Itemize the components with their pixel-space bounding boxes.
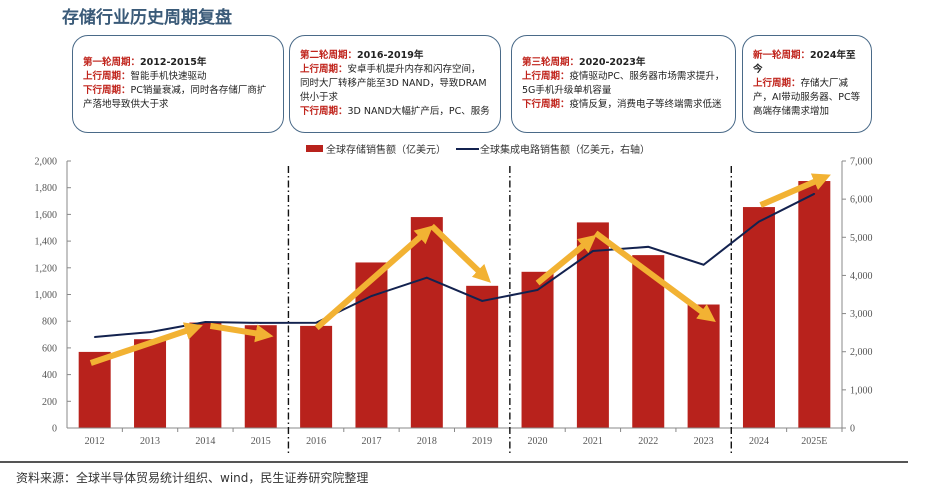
bar-2023 (687, 304, 720, 428)
box-up-text: 存储大厂减产，AI带动服务器、PC等高端存储需求增加 (753, 78, 861, 117)
trend-arrow-2 (209, 322, 274, 343)
box-down-text: PC销量衰减，同时各存储厂商扩产落地导致供大于求 (83, 85, 267, 110)
bar-2013 (134, 339, 167, 428)
box-up-label: 上行周期： (522, 71, 570, 82)
box-up-text: 疫情驱动PC、服务器市场需求提升，5G手机升级单机容量 (522, 71, 725, 96)
cycle-box-2: 第二轮周期：2016-2019年 上行周期：安卓手机提升内存和闪存空间，同时大厂… (289, 35, 501, 133)
left-tick-label: 1,000 (35, 290, 58, 301)
page-title: 存储行业历史周期复盘 (62, 8, 232, 28)
ic-point-2024 (758, 220, 760, 223)
ic-point-2019 (481, 300, 483, 302)
cycle-box-4: 新一轮周期：2024年至今 上行周期：存储大厂减产，AI带动服务器、PC等高端存… (742, 35, 872, 133)
bar-2015 (244, 325, 277, 428)
legend-line-label: 全球集成电路销售额（亿美元，右轴） (480, 143, 650, 156)
left-tick-label: 200 (42, 397, 57, 408)
box-head-label: 新一轮周期： (753, 50, 811, 61)
x-tick-label: 2015 (251, 436, 271, 447)
left-tick-label: 1,800 (35, 183, 58, 194)
right-tick-label: 7,000 (850, 157, 873, 168)
bar-2019 (466, 285, 499, 428)
left-tick-label: 600 (42, 343, 57, 354)
trend-arrow-6 (593, 230, 716, 323)
box-head-label: 第三轮周期： (522, 57, 580, 68)
left-tick-label: 400 (42, 370, 57, 381)
ic-point-2025E (813, 193, 816, 195)
bar-2025E (798, 181, 831, 428)
x-tick-label: 2020 (528, 436, 548, 447)
bar-2020 (521, 271, 554, 428)
box-head-label: 第一轮周期： (83, 57, 141, 68)
box-down-label: 下行周期： (522, 99, 570, 110)
left-tick-label: 800 (42, 317, 57, 328)
bar-2016 (300, 325, 333, 428)
trend-arrow-7 (759, 173, 831, 208)
box-down-label: 下行周期： (300, 106, 348, 117)
right-tick-label: 2,000 (850, 347, 873, 358)
ic-point-2014 (204, 321, 207, 323)
left-tick-label: 2,000 (35, 157, 58, 168)
box-up-label: 上行周期： (83, 71, 131, 82)
ic-point-2016 (315, 321, 317, 324)
ic-point-2012 (93, 336, 96, 338)
box-head-label: 第二轮周期： (300, 50, 358, 61)
box-down-text: 3D NAND大幅扩产后，PC、服务 (347, 106, 490, 117)
right-tick-label: 6,000 (850, 195, 873, 206)
bar-2018 (410, 217, 443, 428)
left-tick-label: 1,200 (35, 263, 58, 274)
x-tick-label: 2012 (85, 436, 105, 447)
x-tick-label: 2023 (694, 436, 714, 447)
ic-sales-line (94, 192, 815, 339)
x-tick-label: 2024 (749, 436, 769, 447)
trend-arrow-4 (429, 223, 492, 283)
cycle-box-3: 第三轮周期：2020-2023年 上行周期：疫情驱动PC、服务器市场需求提升，5… (511, 35, 736, 133)
box-down-label: 下行周期： (83, 85, 131, 96)
ic-point-2020 (536, 289, 539, 291)
trend-arrow-1 (89, 322, 203, 366)
x-tick-label: 2018 (417, 436, 437, 447)
ic-point-2022 (647, 246, 650, 248)
box-up-label: 上行周期： (753, 78, 801, 89)
bar-2024 (742, 207, 775, 428)
box-up-text: 安卓手机提升内存和闪存空间，同时大厂转移产能至3D NAND，导致DRAM供小于… (300, 64, 487, 103)
cycle-box-1: 第一轮周期：2012-2015年 上行周期：智能手机快速驱动 下行周期：PC销量… (72, 35, 284, 133)
legend-bar-label: 全球存储销售额（亿美元） (326, 143, 446, 156)
trend-arrow-3 (314, 225, 434, 331)
box-up-label: 上行周期： (300, 64, 348, 75)
x-tick-label: 2022 (638, 436, 658, 447)
legend-bar-swatch (306, 145, 323, 152)
right-tick-label: 5,000 (850, 233, 873, 244)
x-tick-label: 2025E (801, 436, 827, 447)
right-tick-label: 3,000 (850, 309, 873, 320)
x-tick-label: 2021 (583, 436, 603, 447)
trend-arrow-5 (535, 234, 597, 286)
box-head-value: 2024年至今 (753, 50, 856, 75)
ic-point-2018 (426, 276, 428, 279)
left-tick-label: 0 (52, 424, 57, 435)
box-head-value: 2016-2019年 (357, 50, 424, 61)
bar-2022 (632, 255, 665, 428)
ic-point-2017 (370, 295, 373, 297)
x-tick-label: 2016 (306, 436, 326, 447)
right-tick-label: 1,000 (850, 385, 873, 396)
x-tick-label: 2014 (195, 436, 215, 447)
source-note: 资料来源：全球半导体贸易统计组织、wind，民生证券研究院整理 (16, 471, 369, 485)
box-head-value: 2020-2023年 (579, 57, 646, 68)
box-up-text: 智能手机快速驱动 (130, 71, 207, 82)
ic-point-2013 (149, 331, 151, 333)
x-tick-label: 2017 (361, 436, 381, 447)
ic-point-2023 (702, 263, 705, 266)
box-down-text: 疫情反复，消费电子等终端需求低迷 (569, 99, 722, 110)
left-tick-label: 1,400 (35, 237, 58, 248)
left-tick-label: 1,600 (35, 210, 58, 221)
bar-2014 (189, 322, 222, 428)
x-tick-label: 2019 (472, 436, 492, 447)
ic-point-2015 (259, 322, 262, 324)
bar-2021 (576, 222, 609, 428)
right-tick-label: 4,000 (850, 271, 873, 282)
box-head-value: 2012-2015年 (140, 57, 207, 68)
ic-point-2021 (592, 250, 594, 252)
x-tick-label: 2013 (140, 436, 160, 447)
right-tick-label: 0 (850, 424, 855, 435)
